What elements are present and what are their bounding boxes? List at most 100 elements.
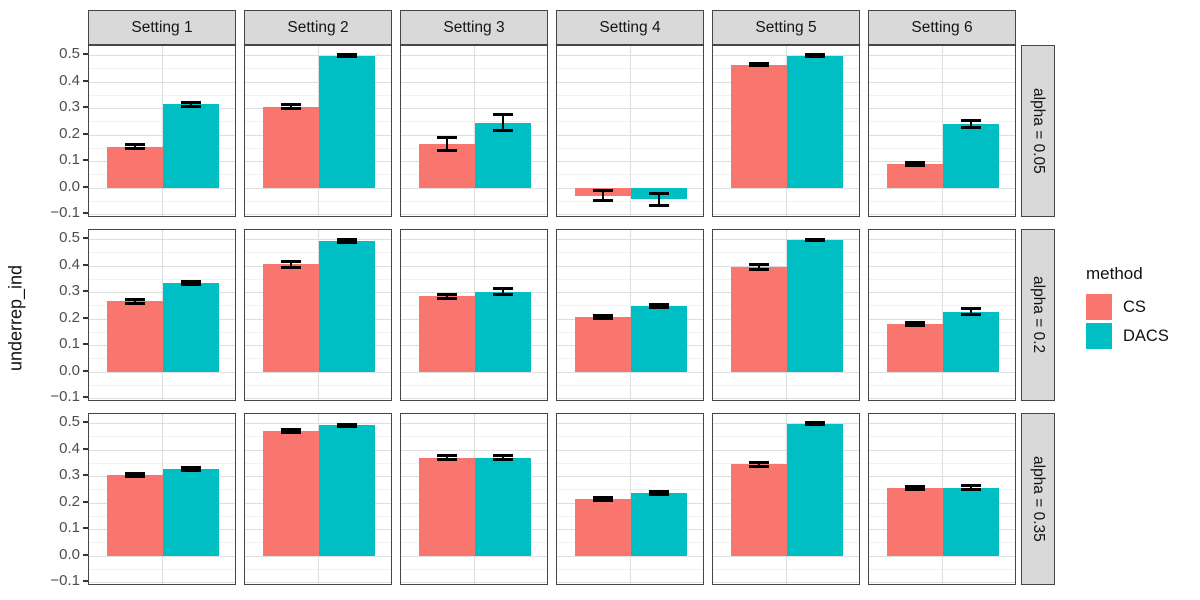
- error-bar-cap-bottom: [904, 488, 925, 492]
- error-bar-cap-top: [592, 495, 613, 499]
- facet-panel: [88, 413, 236, 585]
- error-bar: [289, 429, 292, 433]
- facet-panel: [712, 229, 860, 401]
- bar-dacs: [631, 493, 688, 556]
- error-bar-cap-bottom: [649, 203, 670, 207]
- error-bar: [913, 162, 916, 166]
- y-tick-mark: [83, 474, 88, 477]
- error-bar-cap-bottom: [493, 129, 514, 133]
- legend-key-dacs: DACS: [1086, 323, 1169, 349]
- error-bar-cap-bottom: [181, 468, 202, 472]
- error-bar: [658, 193, 661, 206]
- bar-cs: [106, 474, 163, 556]
- bar-dacs: [787, 240, 844, 372]
- facet-panel: [868, 45, 1016, 217]
- bar-cs: [886, 488, 943, 556]
- bar-cs: [418, 457, 475, 556]
- error-bar-cap-top: [124, 142, 145, 146]
- error-bar-cap-bottom: [748, 464, 769, 468]
- y-tick-label: 0.2: [59, 308, 80, 326]
- y-tick-label: 0.4: [59, 255, 80, 273]
- error-bar: [601, 497, 604, 501]
- y-tick-label: 0.2: [59, 124, 80, 142]
- gridline-vert: [942, 46, 943, 216]
- y-tick-label: 0.5: [59, 229, 80, 247]
- gridline-vert: [630, 230, 631, 400]
- bar-dacs: [163, 468, 220, 556]
- y-tick-mark: [83, 53, 88, 56]
- bar-cs: [106, 301, 163, 372]
- error-bar-cap-bottom: [961, 126, 982, 129]
- bar-cs: [418, 296, 475, 372]
- facet-row-strip: alpha = 0.05: [1021, 45, 1055, 217]
- y-tick-label: 0.1: [59, 335, 80, 353]
- error-bar-cap-bottom: [904, 324, 925, 328]
- error-bar-cap-top: [805, 53, 826, 57]
- error-bar: [502, 288, 505, 295]
- error-bar-cap-top: [805, 421, 826, 425]
- bar-cs: [886, 323, 943, 372]
- error-bar: [445, 294, 448, 299]
- legend-swatch-cs: [1086, 294, 1112, 320]
- error-bar-cap-top: [748, 61, 769, 65]
- error-bar-cap-bottom: [181, 282, 202, 286]
- error-bar-cap-bottom: [748, 64, 769, 68]
- facet-col-strip: Setting 3: [400, 10, 548, 45]
- y-tick-label: 0.3: [59, 98, 80, 116]
- error-bar: [757, 462, 760, 467]
- legend-label: DACS: [1123, 326, 1169, 345]
- y-tick-mark: [83, 421, 88, 424]
- error-bar-cap-top: [904, 485, 925, 488]
- facet-col-strip: Setting 6: [868, 10, 1016, 45]
- error-bar-cap-top: [493, 113, 514, 117]
- error-bar-cap-bottom: [493, 458, 514, 462]
- gridline-vert: [942, 230, 943, 400]
- error-bar: [289, 261, 292, 268]
- error-bar-cap-top: [904, 160, 925, 164]
- y-tick-label: −0.1: [50, 204, 80, 222]
- error-bar-cap-top: [337, 53, 358, 57]
- bar-cs: [730, 267, 787, 372]
- error-bar-cap-top: [961, 119, 982, 123]
- error-bar: [445, 137, 448, 151]
- y-tick-mark: [83, 500, 88, 503]
- y-tick-mark: [83, 106, 88, 109]
- error-bar-cap-top: [493, 286, 514, 290]
- bar-dacs: [631, 306, 688, 372]
- error-bar: [970, 308, 973, 315]
- y-tick-label: 0.4: [59, 71, 80, 89]
- error-bar-cap-bottom: [337, 55, 358, 59]
- gridline-vert: [162, 46, 163, 216]
- y-tick-label: 0.3: [59, 282, 80, 300]
- bar-dacs: [475, 291, 532, 372]
- error-bar-cap-top: [805, 237, 826, 241]
- error-bar-cap-bottom: [181, 104, 202, 108]
- bar-dacs: [163, 282, 220, 372]
- error-bar: [757, 264, 760, 270]
- error-bar-cap-top: [124, 471, 145, 475]
- y-tick-mark: [83, 263, 88, 266]
- facet-panel: [400, 45, 548, 217]
- y-tick-label: 0.0: [59, 177, 80, 195]
- y-tick-label: 0.0: [59, 545, 80, 563]
- error-bar-cap-bottom: [124, 302, 145, 306]
- legend-swatch-dacs: [1086, 323, 1112, 349]
- y-tick-label: 0.4: [59, 439, 80, 457]
- legend-keys: CS DACS: [1086, 294, 1169, 349]
- error-bar-cap-top: [748, 460, 769, 464]
- y-tick-mark: [83, 316, 88, 319]
- error-bar-cap-top: [280, 427, 301, 431]
- error-bar: [133, 473, 136, 477]
- facet-col-strip: Setting 2: [244, 10, 392, 45]
- gridline-vert: [630, 46, 631, 216]
- error-bar-cap-bottom: [493, 293, 514, 297]
- bar-dacs: [319, 425, 376, 556]
- error-bar: [601, 190, 604, 201]
- y-tick-mark: [83, 212, 88, 215]
- facet-panel: [88, 45, 236, 217]
- error-bar-cap-top: [961, 306, 982, 310]
- facet-panel: [244, 229, 392, 401]
- error-bar-cap-top: [124, 297, 145, 301]
- bar-cs: [106, 146, 163, 188]
- error-bar-cap-top: [337, 238, 358, 242]
